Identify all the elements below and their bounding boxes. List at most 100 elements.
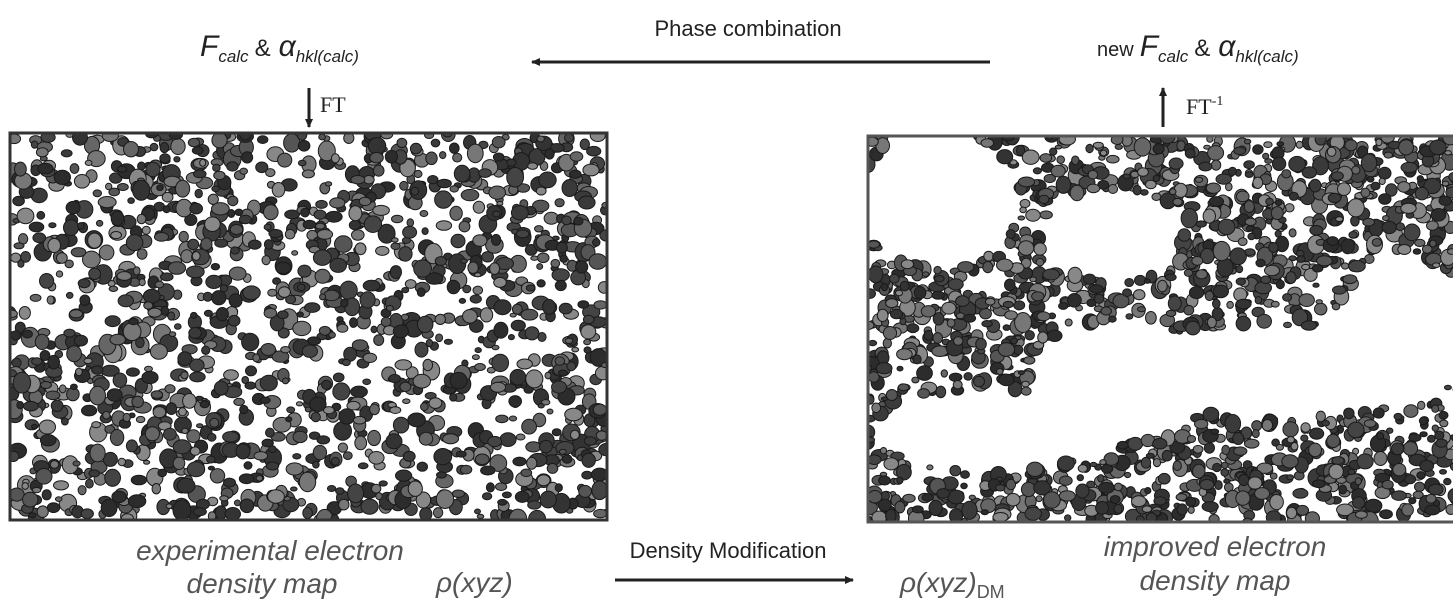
density-blob <box>582 453 595 467</box>
density-blob <box>264 308 277 318</box>
density-blob <box>1373 408 1384 418</box>
density-blob <box>315 269 330 283</box>
density-blob <box>511 320 525 331</box>
density-blob <box>11 331 21 340</box>
density-blob <box>1153 144 1164 154</box>
density-blob <box>985 298 995 305</box>
density-blob <box>1018 216 1025 220</box>
density-blob <box>545 372 551 379</box>
density-blob <box>956 313 964 319</box>
density-blob <box>434 449 452 465</box>
density-blob <box>186 266 204 278</box>
density-blob <box>1006 493 1020 506</box>
density-blob <box>999 374 1014 386</box>
density-blob <box>37 211 45 219</box>
density-blob <box>239 474 253 484</box>
density-blob <box>266 462 278 470</box>
density-blob <box>363 280 380 291</box>
density-blob <box>64 220 79 236</box>
density-blob <box>482 493 491 500</box>
density-blob <box>175 324 182 330</box>
density-blob <box>173 440 191 454</box>
density-blob <box>40 274 54 289</box>
density-blob <box>1169 158 1183 169</box>
density-blob <box>1238 238 1247 246</box>
density-blob <box>105 469 121 486</box>
density-blob <box>1213 299 1221 308</box>
density-blob <box>1444 385 1451 390</box>
density-blob <box>1382 480 1393 489</box>
density-blob <box>193 508 206 516</box>
density-blob <box>1213 463 1222 471</box>
density-blob <box>212 203 230 215</box>
density-blob <box>213 164 221 171</box>
density-blob <box>1448 249 1453 255</box>
density-blob <box>1114 483 1122 491</box>
density-blob <box>1356 511 1368 518</box>
density-blob <box>253 354 260 362</box>
density-blob <box>92 366 103 374</box>
density-blob <box>1138 307 1146 312</box>
density-blob <box>477 514 484 518</box>
density-blob <box>88 233 102 248</box>
density-blob <box>492 345 499 350</box>
density-blob <box>188 239 199 249</box>
density-blob <box>205 217 221 232</box>
density-blob <box>1058 456 1075 471</box>
density-blob <box>403 226 417 238</box>
density-blob <box>22 483 28 490</box>
density-blob <box>1440 470 1447 475</box>
density-blob <box>1065 515 1071 521</box>
density-blob <box>337 317 343 322</box>
density-blob <box>1083 274 1095 284</box>
density-blob <box>78 223 84 229</box>
density-blob <box>559 303 572 314</box>
density-blob <box>1282 455 1298 468</box>
density-blob <box>38 163 54 173</box>
density-blob <box>918 389 930 399</box>
ampersand: & <box>255 35 271 62</box>
density-blob <box>1316 300 1322 304</box>
density-blob <box>948 490 964 504</box>
density-blob <box>998 343 1014 357</box>
density-blob <box>1145 180 1156 189</box>
density-blob <box>560 255 568 262</box>
density-blob <box>1206 183 1220 193</box>
density-blob <box>1244 139 1250 144</box>
ft-label: FT <box>320 92 346 117</box>
density-blob <box>151 391 163 399</box>
density-blob <box>347 401 360 410</box>
density-blob <box>1418 401 1425 409</box>
density-blob <box>386 434 402 449</box>
density-blob <box>32 424 38 429</box>
density-blob <box>976 338 987 349</box>
density-blob <box>133 267 140 275</box>
density-blob <box>161 273 174 281</box>
density-blob <box>393 325 408 338</box>
density-blob <box>555 357 565 365</box>
density-blob <box>1428 435 1436 442</box>
density-blob <box>517 359 532 369</box>
density-blob <box>1276 444 1283 450</box>
density-blob <box>1020 207 1027 213</box>
density-blob <box>450 206 462 220</box>
density-blob <box>1110 496 1120 504</box>
density-blob <box>1367 177 1374 183</box>
density-blob <box>535 226 544 232</box>
density-blob <box>1248 233 1255 240</box>
density-blob <box>1125 472 1131 477</box>
density-blob <box>386 306 393 312</box>
density-blob <box>1265 265 1280 275</box>
density-blob <box>314 210 326 219</box>
density-blob <box>486 483 494 492</box>
density-blob <box>1435 431 1444 440</box>
density-blob <box>407 219 414 227</box>
density-blob <box>492 354 509 371</box>
density-blob <box>1271 207 1283 220</box>
density-blob <box>262 439 273 447</box>
density-blob <box>224 478 236 487</box>
density-blob <box>246 366 257 376</box>
density-blob <box>350 318 358 328</box>
density-blob <box>1409 498 1416 504</box>
density-blob <box>181 250 193 263</box>
